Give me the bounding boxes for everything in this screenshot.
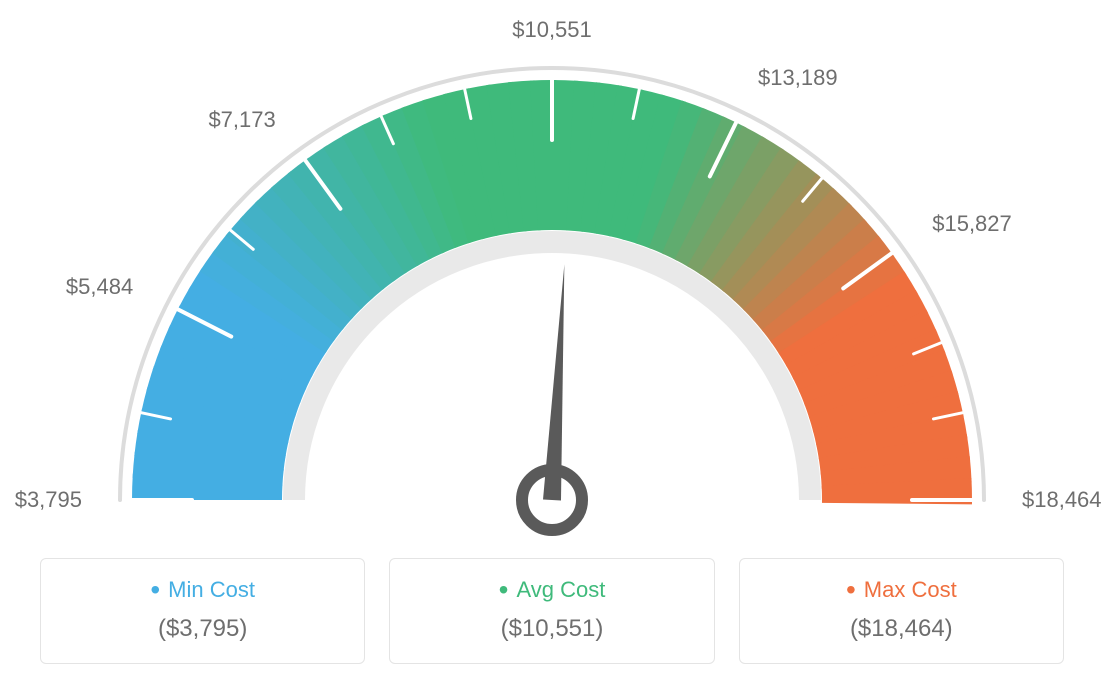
legend-max-title: Max Cost bbox=[750, 577, 1053, 603]
legend-max-value: ($18,464) bbox=[750, 615, 1053, 643]
legend-card-max: Max Cost ($18,464) bbox=[739, 558, 1064, 664]
scale-label: $5,484 bbox=[66, 274, 133, 300]
legend-avg-value: ($10,551) bbox=[400, 615, 703, 643]
gauge-chart: $3,795 $5,484 $7,173 $10,551 $13,189 $15,827 $… bbox=[0, 0, 1104, 690]
legend-avg-title: Avg Cost bbox=[400, 577, 703, 603]
legend-min-value: ($3,795) bbox=[51, 615, 354, 643]
legend-card-avg: Avg Cost ($10,551) bbox=[389, 558, 714, 664]
scale-label: $13,189 bbox=[758, 65, 838, 91]
scale-label: $15,827 bbox=[932, 211, 1012, 237]
scale-label: $10,551 bbox=[512, 17, 592, 43]
legend-row: Min Cost ($3,795) Avg Cost ($10,551) Max… bbox=[40, 558, 1064, 664]
scale-label: $3,795 bbox=[15, 487, 82, 513]
scale-label: $18,464 bbox=[1022, 487, 1102, 513]
scale-label: $7,173 bbox=[208, 107, 275, 133]
legend-min-title: Min Cost bbox=[51, 577, 354, 603]
legend-card-min: Min Cost ($3,795) bbox=[40, 558, 365, 664]
